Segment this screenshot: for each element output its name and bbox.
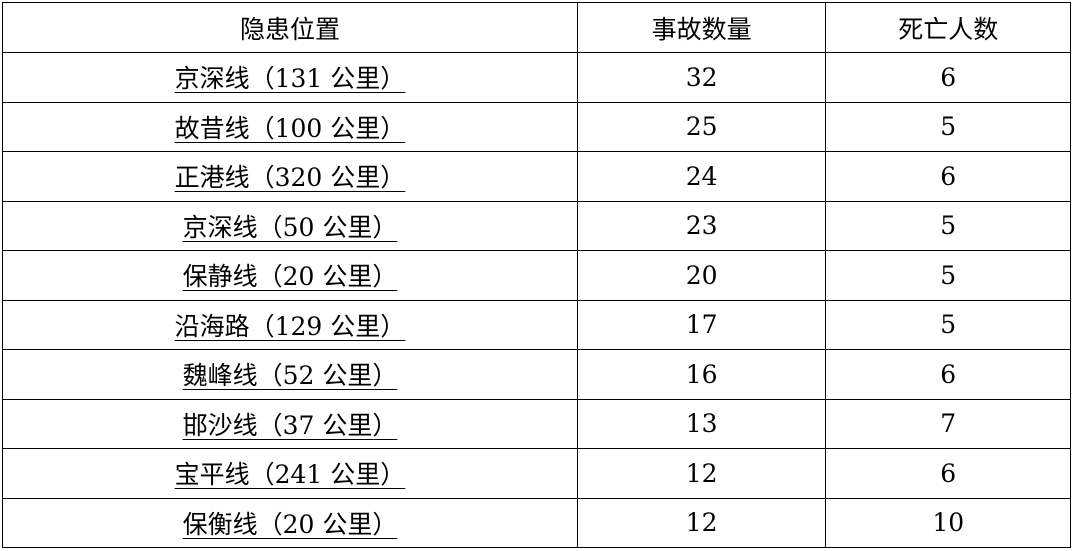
deaths-cell: 5 <box>825 200 1071 251</box>
location-cell: 京深线（50 公里） <box>2 200 578 251</box>
header-accidents: 事故数量 <box>576 2 827 53</box>
location-text: 保静线（20 公里） <box>182 262 398 292</box>
accidents-cell: 16 <box>576 349 827 400</box>
accidents-cell: 20 <box>576 250 827 301</box>
table-row: 保静线（20 公里） 20 5 <box>2 250 1071 301</box>
deaths-cell: 6 <box>825 448 1071 499</box>
table-row: 宝平线（241 公里） 12 6 <box>2 448 1071 499</box>
accidents-cell: 24 <box>576 151 827 202</box>
table-row: 邯沙线（37 公里） 13 7 <box>2 398 1071 449</box>
accidents-cell: 25 <box>576 101 827 152</box>
table-row: 沿海路（129 公里） 17 5 <box>2 299 1071 350</box>
location-text: 保衡线（20 公里） <box>182 509 398 539</box>
location-text: 京深线（50 公里） <box>182 212 398 242</box>
deaths-cell: 6 <box>825 151 1071 202</box>
accidents-cell: 32 <box>576 52 827 103</box>
location-cell: 沿海路（129 公里） <box>2 299 578 350</box>
deaths-cell: 7 <box>825 398 1071 449</box>
header-location: 隐患位置 <box>2 2 578 53</box>
table-row: 保衡线（20 公里） 12 10 <box>2 497 1071 548</box>
accidents-cell: 13 <box>576 398 827 449</box>
location-cell: 保衡线（20 公里） <box>2 497 578 548</box>
location-text: 正港线（320 公里） <box>174 163 406 193</box>
deaths-cell: 5 <box>825 250 1071 301</box>
header-row: 隐患位置 事故数量 死亡人数 <box>2 2 1071 53</box>
table-row: 故昔线（100 公里） 25 5 <box>2 101 1071 152</box>
table-row: 正港线（320 公里） 24 6 <box>2 151 1071 202</box>
location-cell: 保静线（20 公里） <box>2 250 578 301</box>
accidents-cell: 17 <box>576 299 827 350</box>
deaths-cell: 10 <box>825 497 1071 548</box>
accidents-cell: 12 <box>576 497 827 548</box>
table-row: 魏峰线（52 公里） 16 6 <box>2 349 1071 400</box>
header-deaths: 死亡人数 <box>825 2 1071 53</box>
accidents-cell: 23 <box>576 200 827 251</box>
location-text: 沿海路（129 公里） <box>174 311 406 341</box>
deaths-cell: 5 <box>825 299 1071 350</box>
deaths-cell: 6 <box>825 52 1071 103</box>
location-text: 宝平线（241 公里） <box>174 460 406 490</box>
location-text: 魏峰线（52 公里） <box>182 361 398 391</box>
location-text: 邯沙线（37 公里） <box>182 410 398 440</box>
location-cell: 正港线（320 公里） <box>2 151 578 202</box>
location-text: 京深线（131 公里） <box>174 64 406 94</box>
location-cell: 京深线（131 公里） <box>2 52 578 103</box>
location-cell: 故昔线（100 公里） <box>2 101 578 152</box>
table-row: 京深线（50 公里） 23 5 <box>2 200 1071 251</box>
location-cell: 邯沙线（37 公里） <box>2 398 578 449</box>
deaths-cell: 5 <box>825 101 1071 152</box>
accidents-cell: 12 <box>576 448 827 499</box>
location-cell: 宝平线（241 公里） <box>2 448 578 499</box>
location-cell: 魏峰线（52 公里） <box>2 349 578 400</box>
table-row: 京深线（131 公里） 32 6 <box>2 52 1071 103</box>
location-text: 故昔线（100 公里） <box>174 113 406 143</box>
deaths-cell: 6 <box>825 349 1071 400</box>
